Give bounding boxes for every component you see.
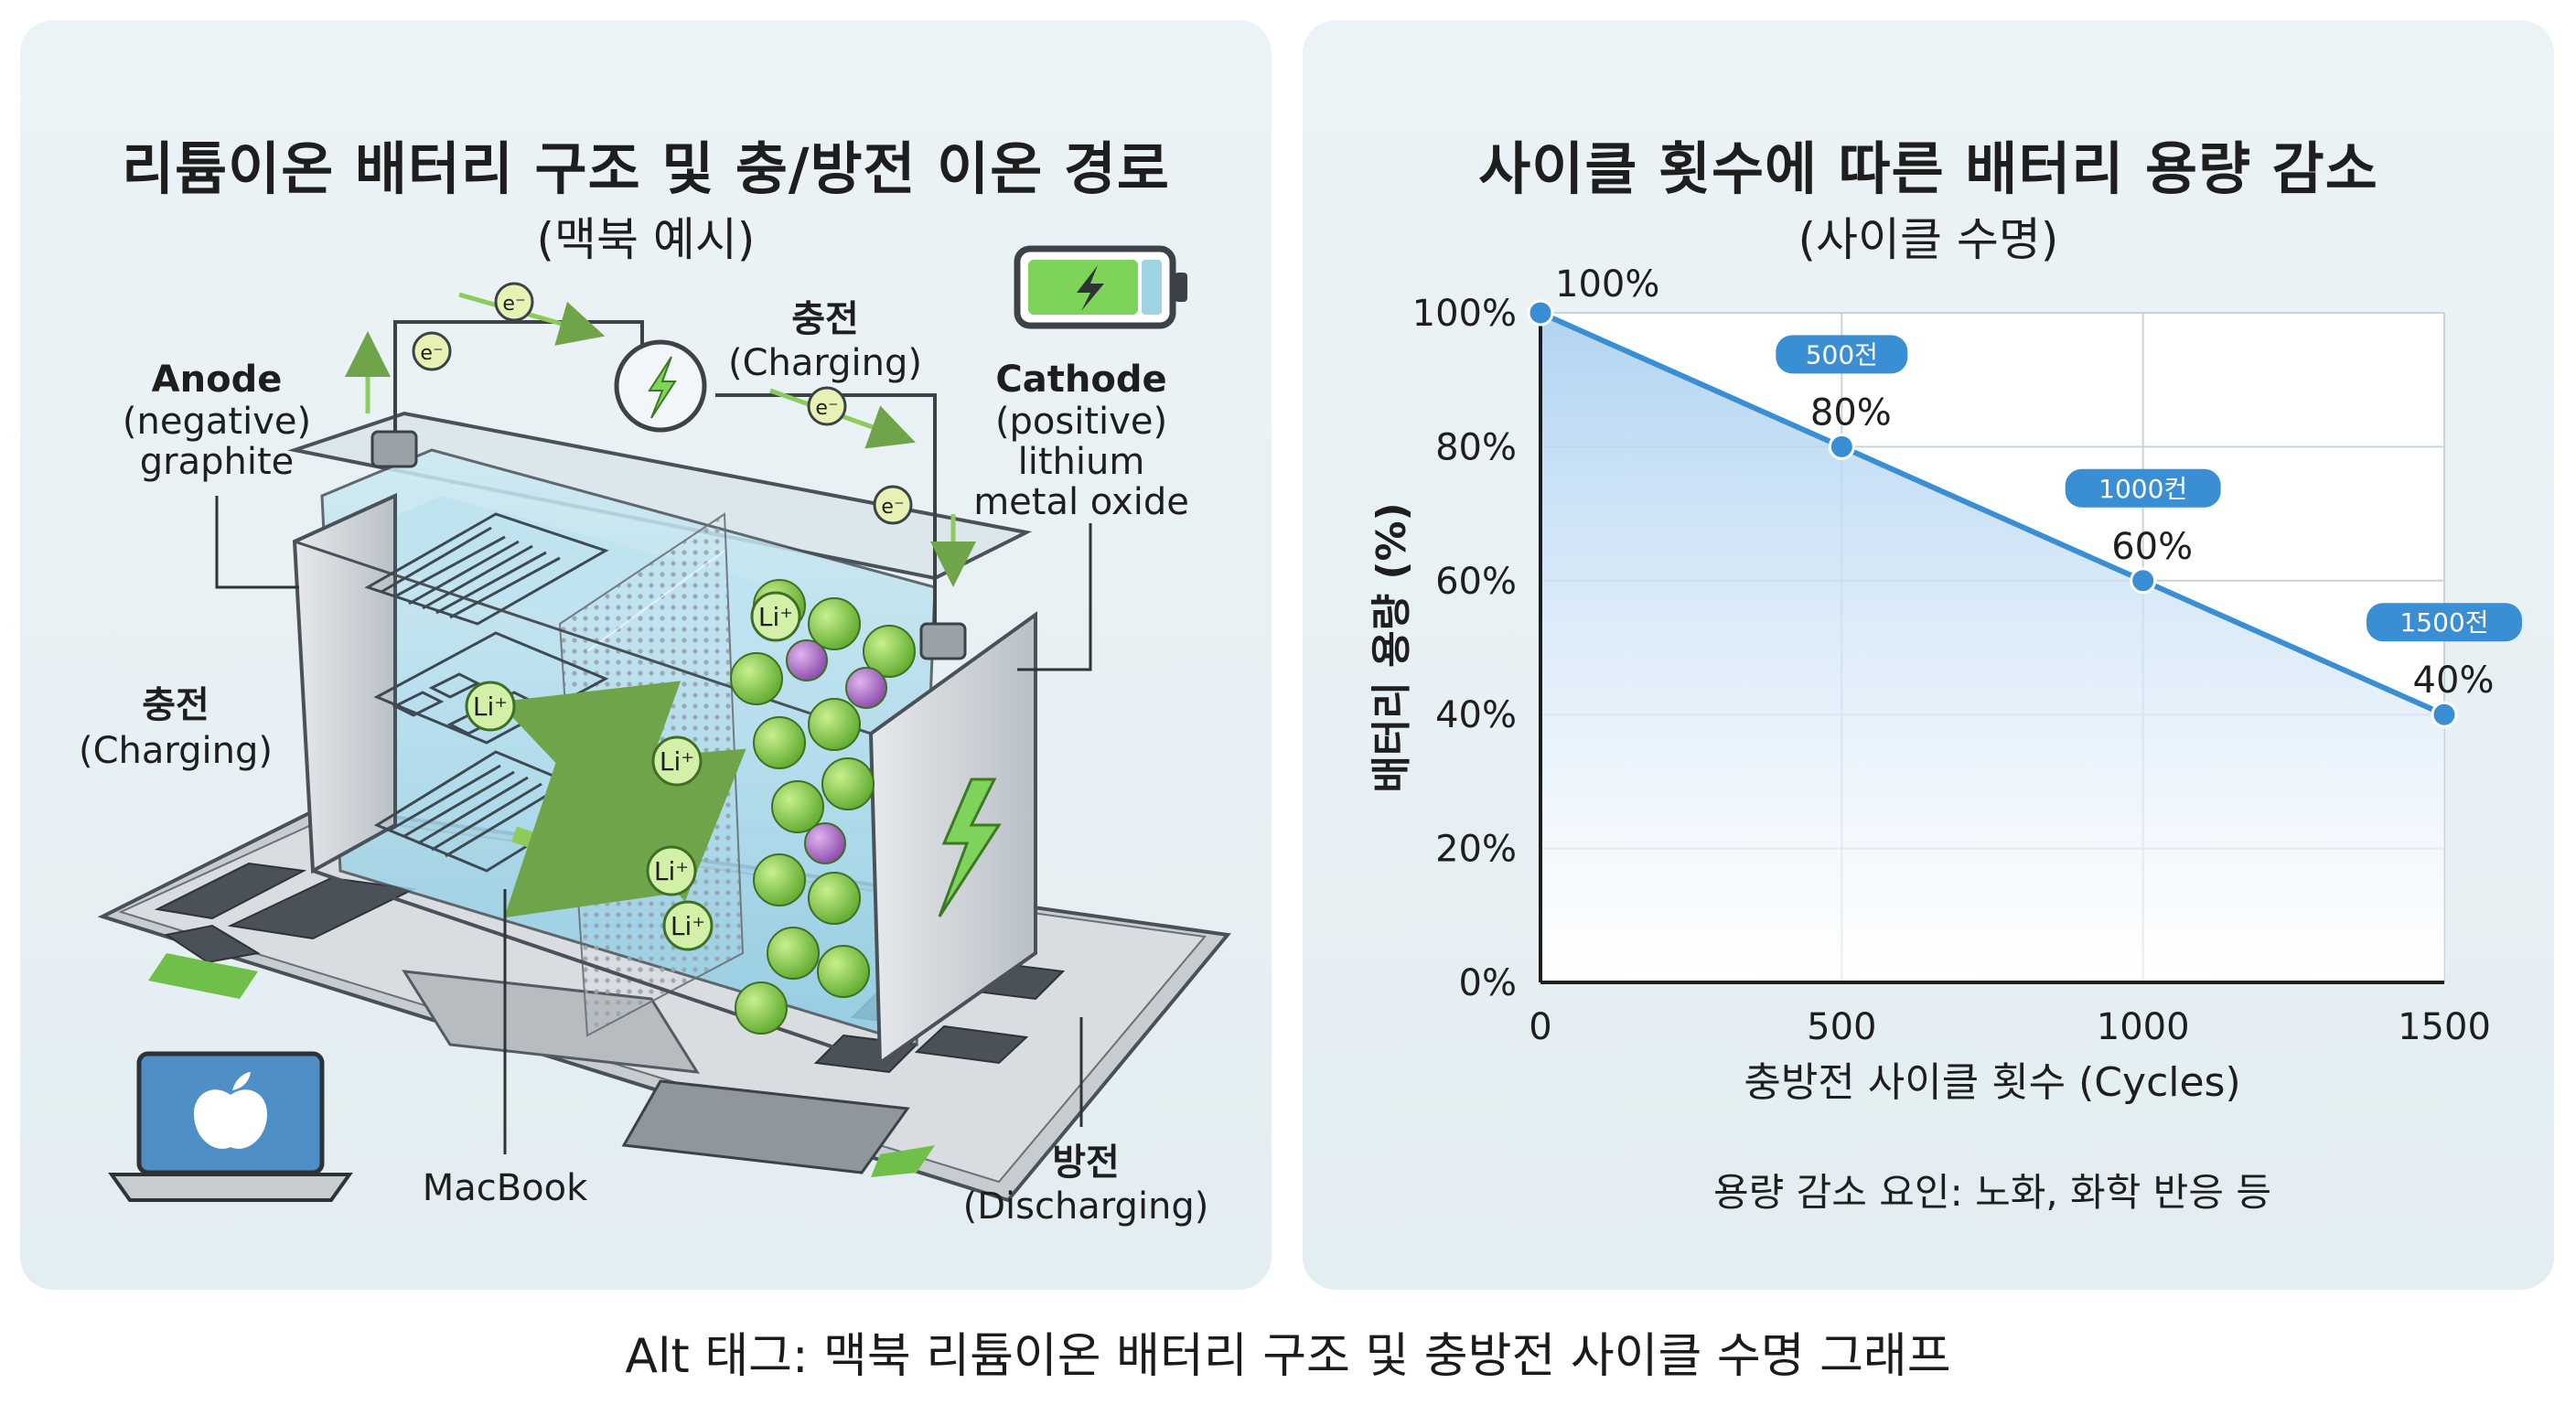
lithium-ion-badge: Li⁺ xyxy=(465,681,516,732)
data-point xyxy=(2431,701,2458,728)
svg-text:Li⁺: Li⁺ xyxy=(473,692,508,722)
x-tick-label: 500 xyxy=(1807,1006,1876,1048)
x-tick-label: 1500 xyxy=(2398,1006,2491,1048)
svg-text:Li⁺: Li⁺ xyxy=(671,911,705,941)
battery-illustration: Li⁺ Li⁺ Li⁺ Li⁺ Li⁺ xyxy=(79,245,1231,1228)
leader-lines xyxy=(215,496,1092,1154)
battery-structure-title: 리튬이온 배터리 구조 및 충/방전 이온 경로 xyxy=(122,135,1170,202)
macbook-label: MacBook xyxy=(423,1167,588,1209)
ion-flow-arrows xyxy=(498,681,746,918)
cycle-badge: 500전 xyxy=(1776,335,1908,374)
alt-tag-caption: Alt 태그: 맥북 리튬이온 배터리 구조 및 충방전 사이클 수명 그래프 xyxy=(625,1329,1951,1384)
cycle-badge: 1000컨 xyxy=(2065,468,2221,508)
y-axis-label: 배터리 용량 (%) xyxy=(1368,502,1415,792)
lithium-ion-badge: Li⁺ xyxy=(646,845,697,896)
svg-text:lithium: lithium xyxy=(1018,441,1145,483)
macbook-icon xyxy=(108,1051,353,1202)
svg-text:(Discharging): (Discharging) xyxy=(963,1185,1209,1228)
svg-text:Li⁺: Li⁺ xyxy=(660,746,694,777)
electron-badge: e⁻ xyxy=(807,386,847,426)
capacity-area xyxy=(1540,313,2444,982)
data-point xyxy=(2130,567,2157,595)
lithium-ion-badge: Li⁺ xyxy=(662,900,714,951)
y-tick-label: 60% xyxy=(1435,561,1517,603)
y-tick-label: 20% xyxy=(1435,829,1517,871)
svg-text:(Charging): (Charging) xyxy=(79,730,273,772)
electron-badge: e⁻ xyxy=(494,282,534,322)
svg-text:(negative): (negative) xyxy=(123,401,311,443)
charging-left-label: 충전 (Charging) xyxy=(79,684,273,772)
capacity-chart: 0% 20% 40% 60% 80% 100% 0 500 1000 1500 100% 500전 8… xyxy=(1368,263,2522,1215)
battery-structure-panel: 리튬이온 배터리 구조 및 충/방전 이온 경로 (맥북 예시) xyxy=(20,20,1272,1290)
svg-text:1500전: 1500전 xyxy=(2399,607,2488,638)
battery-structure-subtitle: (맥북 예시) xyxy=(536,213,756,266)
cathode-particles xyxy=(730,579,916,1035)
apple-logo-icon xyxy=(194,1089,267,1149)
chart-title: 사이클 횟수에 따른 배터리 용량 감소 xyxy=(1478,135,2378,202)
svg-text:충전: 충전 xyxy=(142,684,209,726)
svg-text:1000컨: 1000컨 xyxy=(2098,474,2187,504)
load-bolt-icon xyxy=(614,339,707,433)
electron-badge: e⁻ xyxy=(873,485,913,525)
data-label: 40% xyxy=(2413,660,2495,702)
charging-top-label: 충전 (Charging) xyxy=(728,298,922,384)
lithium-ion-badge: Li⁺ xyxy=(750,591,801,642)
y-tick-label: 80% xyxy=(1435,426,1517,468)
svg-text:충전: 충전 xyxy=(791,298,859,340)
y-tick-label: 40% xyxy=(1435,694,1517,736)
lithium-ion-badge: Li⁺ xyxy=(651,735,703,787)
svg-text:(Charging): (Charging) xyxy=(728,342,922,384)
data-label: 60% xyxy=(2111,526,2193,568)
svg-text:(positive): (positive) xyxy=(995,401,1167,443)
x-tick-label: 0 xyxy=(1529,1006,1551,1048)
svg-text:metal oxide: metal oxide xyxy=(973,481,1189,523)
data-label: 100% xyxy=(1555,263,1659,306)
svg-text:e⁻: e⁻ xyxy=(815,397,838,420)
electron-badge: e⁻ xyxy=(412,331,452,371)
svg-text:e⁻: e⁻ xyxy=(502,293,525,316)
x-tick-label: 1000 xyxy=(2097,1006,2190,1048)
anode-label: Anode (negative) graphite xyxy=(123,359,311,483)
svg-text:Li⁺: Li⁺ xyxy=(654,856,689,886)
svg-text:e⁻: e⁻ xyxy=(881,496,904,519)
data-point xyxy=(1828,433,1855,460)
svg-text:500전: 500전 xyxy=(1806,339,1878,370)
capacity-line xyxy=(1539,310,2446,717)
chart-footnote: 용량 감소 요인: 노화, 화학 반응 등 xyxy=(1713,1170,2271,1215)
cycle-badge: 1500전 xyxy=(2367,603,2522,642)
battery-level-icon xyxy=(1014,245,1187,329)
svg-text:Anode: Anode xyxy=(152,359,283,401)
capacity-chart-panel: 사이클 횟수에 따른 배터리 용량 감소 (사이클 수명) 0% 20% 40% 60… xyxy=(1303,20,2554,1290)
data-label: 80% xyxy=(1810,391,1892,434)
svg-text:e⁻: e⁻ xyxy=(420,342,443,365)
y-tick-label: 100% xyxy=(1412,293,1517,335)
svg-text:Li⁺: Li⁺ xyxy=(758,602,793,632)
svg-text:방전: 방전 xyxy=(1052,1142,1120,1184)
y-tick-label: 0% xyxy=(1459,962,1517,1004)
chart-subtitle: (사이클 수명) xyxy=(1798,213,2059,266)
discharging-label: 방전 (Discharging) xyxy=(963,1142,1209,1228)
cathode-label: Cathode (positive) lithium metal oxide xyxy=(973,359,1189,523)
x-axis-label: 충방전 사이클 횟수 (Cycles) xyxy=(1744,1059,2240,1106)
data-point xyxy=(1527,299,1554,327)
svg-text:Cathode: Cathode xyxy=(995,359,1166,401)
svg-text:graphite: graphite xyxy=(140,441,295,483)
